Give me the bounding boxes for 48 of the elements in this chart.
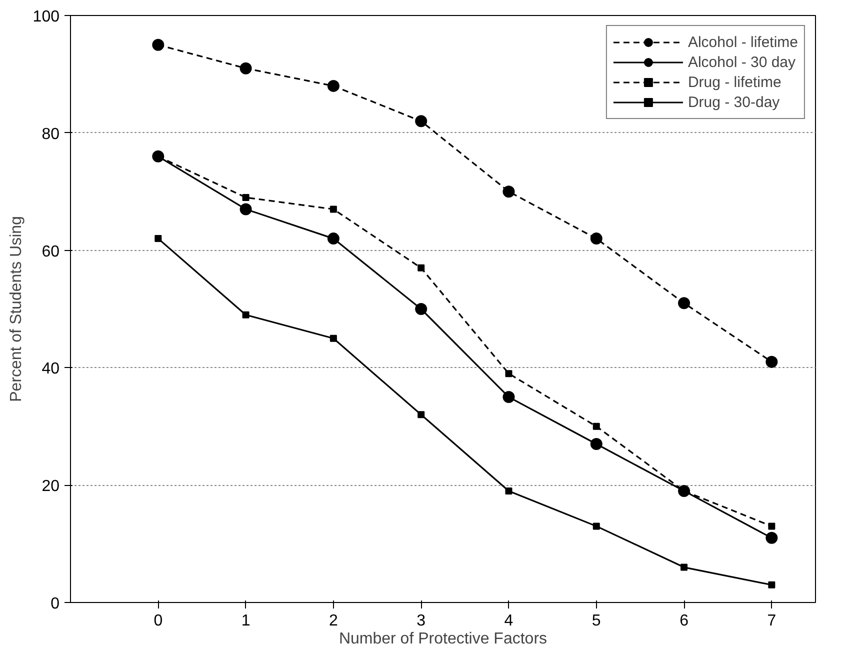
point <box>240 203 252 216</box>
point <box>502 391 515 404</box>
x-axis-title: Number of Protective Factors <box>338 630 548 648</box>
point <box>152 38 164 51</box>
point <box>327 232 340 245</box>
point <box>766 532 778 544</box>
point <box>240 62 252 74</box>
y-tick-label: 100 <box>32 8 60 26</box>
point <box>768 522 776 530</box>
y-tick-label: 0 <box>50 596 60 612</box>
point <box>768 581 776 588</box>
legend-label: Alcohol - lifetime <box>688 34 798 50</box>
x-tick-label: 1 <box>241 612 250 630</box>
point <box>505 370 512 378</box>
y-tick-label: 20 <box>42 478 60 496</box>
y-axis-title: Percent of Students Using <box>8 216 25 402</box>
point <box>418 264 425 272</box>
y-tick-label: 40 <box>42 360 60 378</box>
x-tick-label: 0 <box>154 612 163 630</box>
point <box>415 115 428 128</box>
x-tick-label: 3 <box>416 612 426 630</box>
point <box>590 438 602 450</box>
x-tick-label: 5 <box>592 612 601 630</box>
y-tick-label: 80 <box>42 126 60 143</box>
legend-label: Drug - 30-day <box>688 94 780 110</box>
x-tick-label: 4 <box>504 612 514 630</box>
point <box>418 411 425 418</box>
x-tick-label: 2 <box>328 612 338 630</box>
y-tick-label: 60 <box>42 243 60 260</box>
point <box>592 522 600 530</box>
point <box>242 194 250 201</box>
legend-label: Alcohol - 30 day <box>688 54 796 70</box>
x-tick-label: 7 <box>767 612 776 630</box>
point <box>330 334 337 342</box>
legend-label: Drug - lifetime <box>688 74 782 90</box>
point <box>680 564 688 571</box>
x-tick-label: 6 <box>680 612 689 630</box>
point <box>154 235 162 242</box>
point <box>766 356 778 368</box>
point <box>415 303 428 315</box>
point <box>327 80 340 92</box>
point <box>502 186 515 198</box>
point <box>330 206 337 213</box>
point <box>592 422 600 430</box>
point <box>590 232 602 245</box>
point <box>505 487 512 494</box>
point <box>678 297 690 310</box>
point <box>242 311 250 318</box>
